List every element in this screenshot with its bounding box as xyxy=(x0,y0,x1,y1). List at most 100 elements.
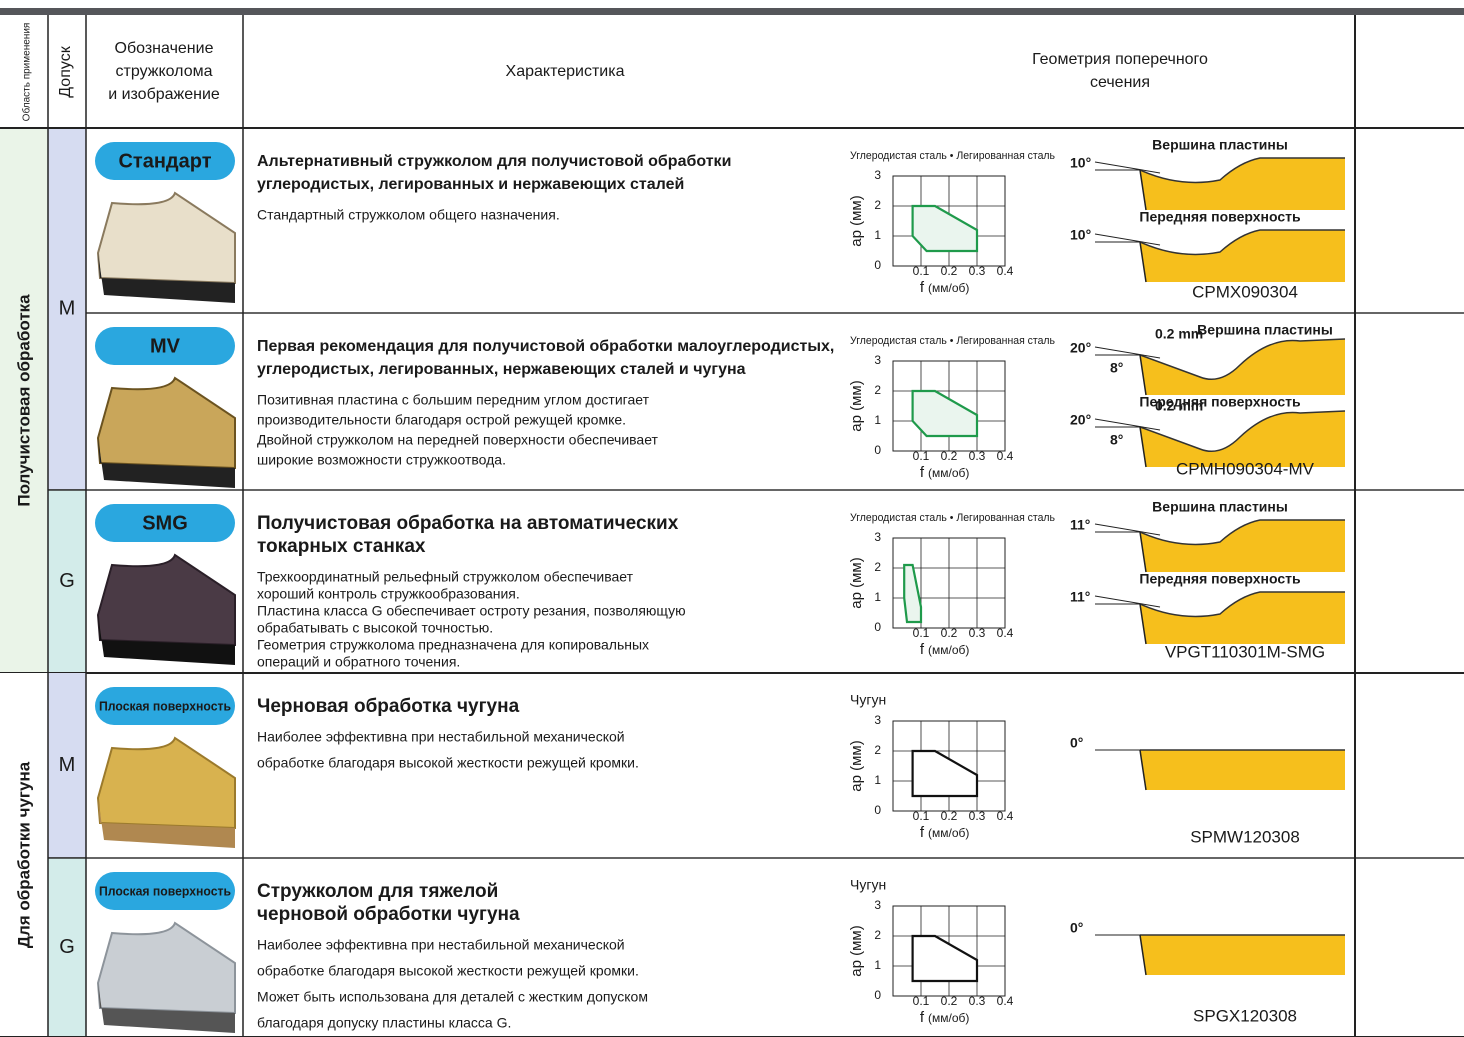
badge-label: Стандарт xyxy=(118,150,211,172)
profile-mark: 20° xyxy=(1070,412,1091,428)
profile-label: Передняя поверхность xyxy=(1139,394,1301,410)
header-designation: Обозначение xyxy=(115,40,214,57)
profile-outline xyxy=(1139,229,1345,256)
header-designation: стружколома xyxy=(116,63,213,80)
profile-edge xyxy=(1139,354,1147,396)
insert-image-side xyxy=(98,438,235,488)
x-tick-label: 0.4 xyxy=(997,809,1014,823)
row-description: производительности благодаря острой режу… xyxy=(257,412,626,428)
y-tick-label: 2 xyxy=(874,743,881,757)
x-axis-label: f xyxy=(920,279,925,296)
x-tick-label: 0.2 xyxy=(941,449,958,463)
model-code: SPMW120308 xyxy=(1190,827,1300,846)
row-title: Стружколом для тяжелой xyxy=(257,881,498,902)
insert-image xyxy=(96,376,236,470)
x-tick-label: 0.3 xyxy=(969,264,986,278)
row-title: углеродистых, легированных, нержавеющих … xyxy=(257,361,746,378)
y-axis-label: ap (мм) xyxy=(848,925,865,976)
x-tick-label: 0.3 xyxy=(969,809,986,823)
x-tick-label: 0.1 xyxy=(913,449,930,463)
row-description: обработке благодаря высокой жесткости ре… xyxy=(257,755,639,771)
x-tick-label: 0.3 xyxy=(969,626,986,640)
header-characteristic: Характеристика xyxy=(506,63,625,80)
profile-mark: 10° xyxy=(1070,155,1091,171)
profile-mark: 8° xyxy=(1110,360,1123,376)
tolerance-label: M xyxy=(59,754,76,776)
profile-outline xyxy=(1139,157,1345,184)
profile-edge xyxy=(1139,603,1147,645)
x-axis-label: f xyxy=(920,824,925,841)
chart-region xyxy=(911,934,979,983)
x-axis-unit: (мм/об) xyxy=(928,1011,969,1025)
x-tick-label: 0.1 xyxy=(913,264,930,278)
tolerance-label: M xyxy=(59,297,76,319)
profile-mark: 0° xyxy=(1070,735,1083,751)
chart-material: Углеродистая сталь • Легированная сталь xyxy=(850,512,1055,524)
profile-mark: 11° xyxy=(1070,517,1090,533)
x-axis-label: f xyxy=(920,464,925,481)
angle-line xyxy=(1094,418,1161,431)
badge xyxy=(95,872,235,910)
profile-edge xyxy=(1139,169,1147,211)
tolerance-label: G xyxy=(59,570,75,592)
row-description: обработке благодаря высокой жесткости ре… xyxy=(257,963,639,979)
header-tolerance: Допуск xyxy=(57,45,74,97)
profile-outline xyxy=(1139,591,1345,618)
row-title: Альтернативный стружколом для получистов… xyxy=(257,153,731,170)
group-label: Получистовая обработка xyxy=(14,294,33,507)
row-description: Геометрия стружколома предназначена для … xyxy=(257,637,649,653)
profile-shape xyxy=(1140,230,1345,282)
y-tick-label: 3 xyxy=(874,898,881,912)
insert-image xyxy=(96,191,236,285)
y-tick-label: 3 xyxy=(874,530,881,544)
badge xyxy=(95,504,235,542)
insert-image xyxy=(96,736,236,830)
y-tick-label: 2 xyxy=(874,560,881,574)
insert-image xyxy=(96,553,236,647)
profile-shape xyxy=(1140,520,1345,572)
tolerance-cell xyxy=(48,128,86,490)
profile-edge xyxy=(1139,531,1147,573)
angle-line xyxy=(1094,523,1161,536)
profile-shape xyxy=(1140,935,1345,975)
area-cell xyxy=(0,673,48,1037)
profile-mark: 0.2 mm xyxy=(1155,398,1203,414)
profile-edge xyxy=(1139,749,1147,791)
x-tick-label: 0.4 xyxy=(997,264,1014,278)
profile-shape xyxy=(1140,750,1345,790)
model-code: CPMX090304 xyxy=(1192,282,1298,301)
badge-label: Плоская поверхность xyxy=(99,883,231,898)
profile-edge xyxy=(1139,934,1147,976)
insert-image-side xyxy=(98,798,235,848)
row-title: черновой обработки чугуна xyxy=(257,904,520,925)
insert-image-side xyxy=(98,615,235,665)
row-description: Пластина класса G обеспечивает остроту р… xyxy=(257,603,686,619)
profile-mark: 0° xyxy=(1070,920,1083,936)
profile-shape xyxy=(1140,592,1345,644)
profile-outline xyxy=(1139,519,1345,546)
x-axis-label: f xyxy=(920,641,925,658)
tolerance-cell xyxy=(48,858,86,1037)
profile-edge xyxy=(1139,426,1147,468)
header-geometry: Геометрия поперечного xyxy=(1032,51,1208,68)
row-description: хороший контроль стружкообразования. xyxy=(257,586,520,602)
row-description: широкие возможности стружкоотвода. xyxy=(257,452,506,468)
x-axis-label: f xyxy=(920,1009,925,1026)
row-title: токарных станках xyxy=(257,536,426,557)
y-tick-label: 2 xyxy=(874,383,881,397)
y-axis-label: ap (мм) xyxy=(848,557,865,608)
row-description: благодаря допуску пластины класса G. xyxy=(257,1015,511,1031)
x-tick-label: 0.2 xyxy=(941,264,958,278)
top-bar xyxy=(0,8,1464,15)
y-axis-label: ap (мм) xyxy=(848,195,865,246)
profile-mark: 20° xyxy=(1070,340,1091,356)
insert-image xyxy=(96,921,236,1015)
x-tick-label: 0.1 xyxy=(913,626,930,640)
header-geometry: сечения xyxy=(1090,74,1150,91)
angle-line xyxy=(1094,161,1161,174)
tolerance-label: G xyxy=(59,936,75,958)
y-tick-label: 2 xyxy=(874,928,881,942)
profile-label: Вершина пластины xyxy=(1152,137,1288,153)
model-code: CPMH090304-MV xyxy=(1176,459,1315,478)
